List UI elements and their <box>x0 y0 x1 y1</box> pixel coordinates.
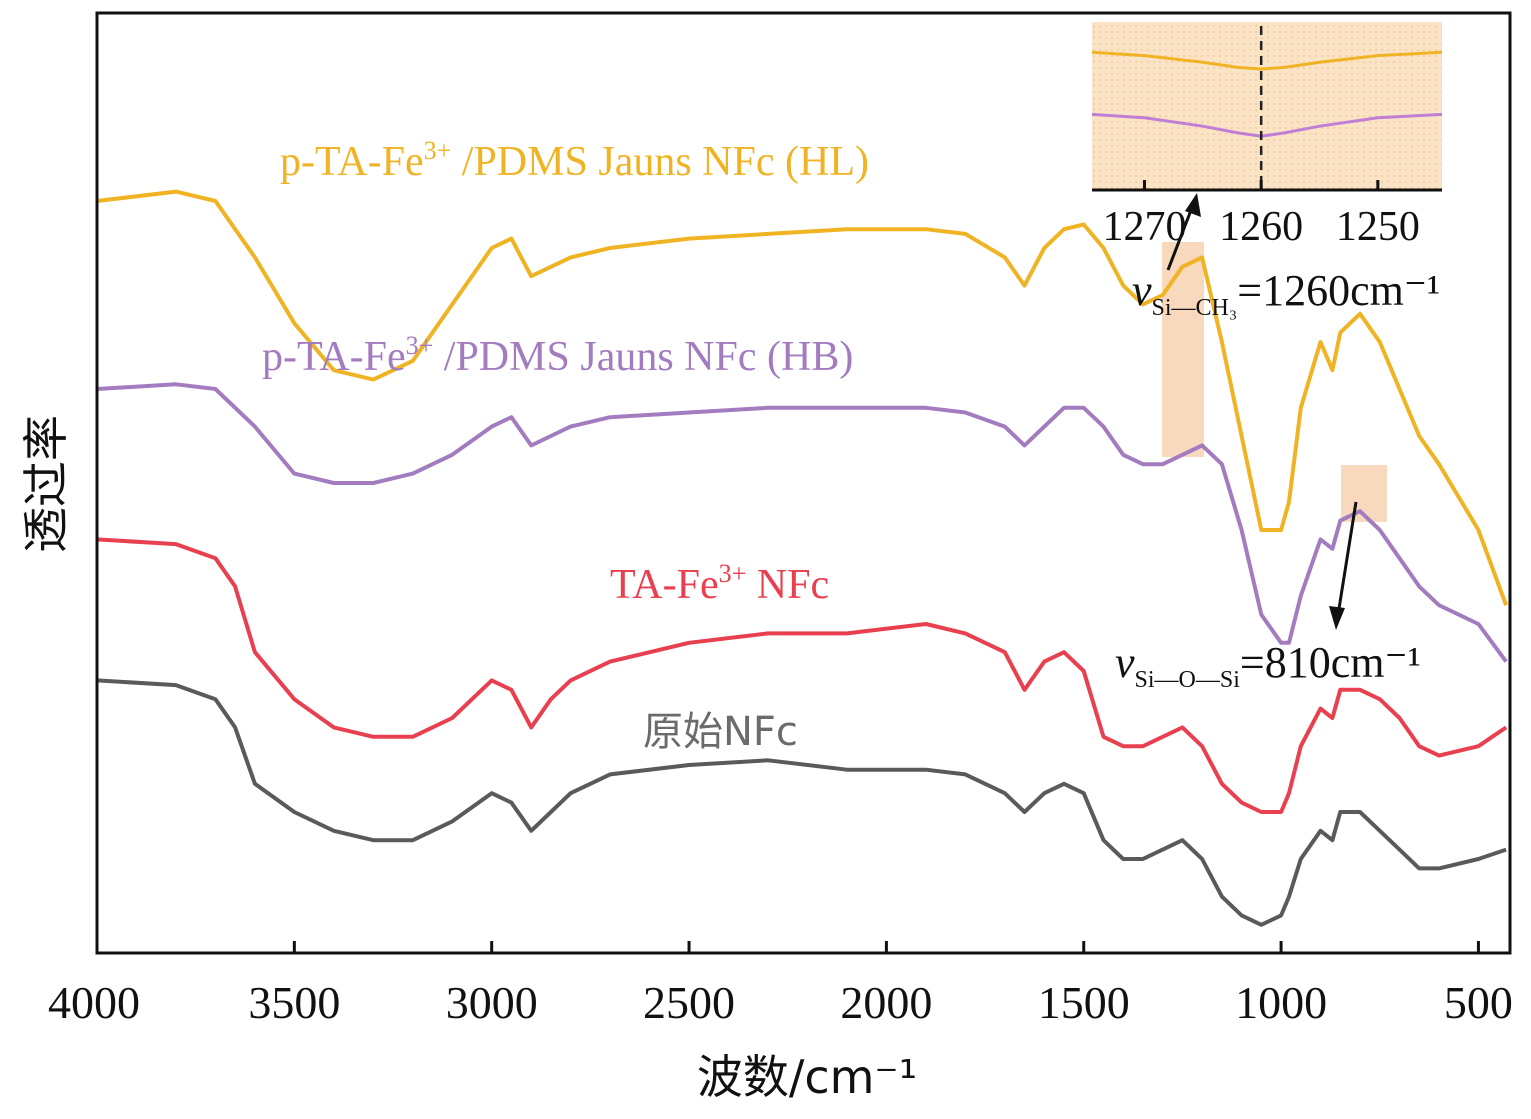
x-tick-label-2000: 2000 <box>840 977 932 1028</box>
series-label-ta-fe: TA-Fe3+ NFc <box>610 559 829 608</box>
arrow-si-ch3-head <box>1185 193 1201 217</box>
inset-tick-label-1250: 1250 <box>1336 204 1420 250</box>
x-tick-label-3500: 3500 <box>248 977 340 1028</box>
x-axis: 4000 3500 3000 2500 2000 1500 1000 500 <box>48 941 1513 1028</box>
series-line-ta-fe <box>96 537 1508 814</box>
x-tick-label-1000: 1000 <box>1235 977 1327 1028</box>
y-axis-title: 透过率 <box>19 415 73 553</box>
inset-tick-label-1260: 1260 <box>1219 204 1303 250</box>
highlight-si-ch3 <box>1162 242 1204 457</box>
x-tick-label-3000: 3000 <box>446 977 538 1028</box>
series-line-raw <box>96 678 1507 927</box>
inset-line-0 <box>1091 50 1443 71</box>
inset-x-axis: 1270 1260 1250 <box>1103 180 1420 250</box>
inset: 1270 1260 1250 <box>1091 22 1443 250</box>
series-label-hb: p-TA-Fe3+ /PDMS Jauns NFc (HB) <box>262 331 853 380</box>
series-line-hl <box>96 189 1508 606</box>
series-label-raw: 原始NFc <box>643 709 798 755</box>
arrow-si-ch3 <box>1166 204 1195 271</box>
x-tick-label-4000: 4000 <box>48 977 140 1028</box>
inset-tick-label-1270: 1270 <box>1103 204 1187 250</box>
annotation-si-ch3: vSi—CH₃=1260cm⁻¹ <box>1132 266 1440 321</box>
x-tick-label-500: 500 <box>1444 977 1513 1028</box>
arrow-si-o-si-head <box>1329 606 1345 630</box>
x-tick-label-2500: 2500 <box>643 977 735 1028</box>
x-tick-label-1500: 1500 <box>1038 977 1130 1028</box>
x-axis-title: 波数/cm⁻¹ <box>697 1050 917 1104</box>
series-line-hb <box>96 382 1508 663</box>
arrow-si-o-si <box>1336 501 1358 616</box>
plot-frame <box>95 11 1512 955</box>
annotation-si-o-si: vSi—O—Si=810cm⁻¹ <box>1115 638 1421 693</box>
inset-background <box>1092 22 1442 190</box>
series-label-hl: p-TA-Fe3+ /PDMS Jauns NFc (HL) <box>280 136 869 185</box>
series-layer <box>96 189 1508 927</box>
